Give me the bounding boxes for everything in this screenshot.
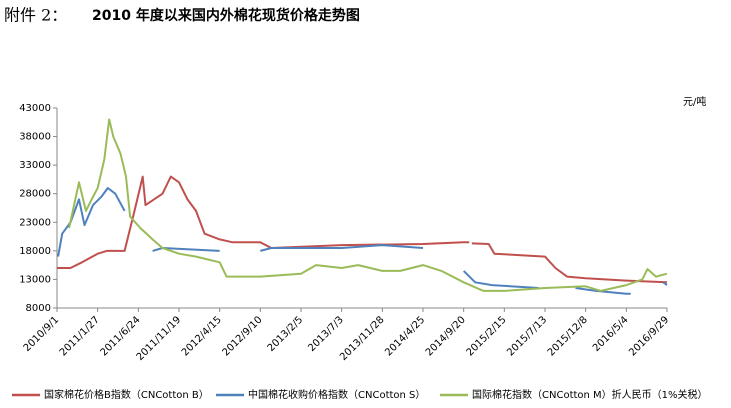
x-tick-label: 2010/9/1 [22,314,62,354]
chart-title: 2010 年度以来国内外棉花现货价格走势图 [92,7,360,24]
x-tick-label: 2013/2/5 [266,314,306,354]
x-tick-label: 2014/9/20 [424,314,468,358]
y-tick-label: 23000 [19,217,51,228]
y-tick-label: 28000 [19,189,51,200]
y-unit: 元/吨 [683,95,706,108]
x-tick-label: 2013/7/3 [306,314,346,354]
x-tick-label: 2014/4/25 [383,314,427,358]
y-tick-label: 43000 [19,103,51,114]
chart-label: 附件 2： [4,6,67,25]
legend-label: 国际棉花指数（CNCotton M）折人民币（1%关税） [472,388,708,401]
y-tick-label: 38000 [19,132,51,143]
x-tick-label: 2015/7/13 [505,314,549,358]
x-tick-label: 2015/12/8 [546,314,590,358]
series-line [68,118,668,292]
y-tick-label: 13000 [19,274,51,285]
x-tick-label: 2016/9/29 [627,314,671,358]
x-tick-label: 2012/4/15 [180,314,224,358]
x-tick-label: 2016/5/4 [591,314,631,354]
x-tick-label: 2011/6/24 [99,314,143,358]
legend-label: 中国棉花收购价格指数（CNCotton S） [248,388,425,401]
y-tick-label: 33000 [19,160,51,171]
legend-label: 国家棉花价格B指数（CNCotton B） [44,388,209,401]
x-tick-label: 2011/1/27 [58,314,102,358]
y-tick-label: 8000 [26,303,51,314]
x-tick-label: 2012/9/10 [221,314,265,358]
y-tick-label: 18000 [19,246,51,257]
x-tick-label: 2015/2/15 [465,314,509,358]
